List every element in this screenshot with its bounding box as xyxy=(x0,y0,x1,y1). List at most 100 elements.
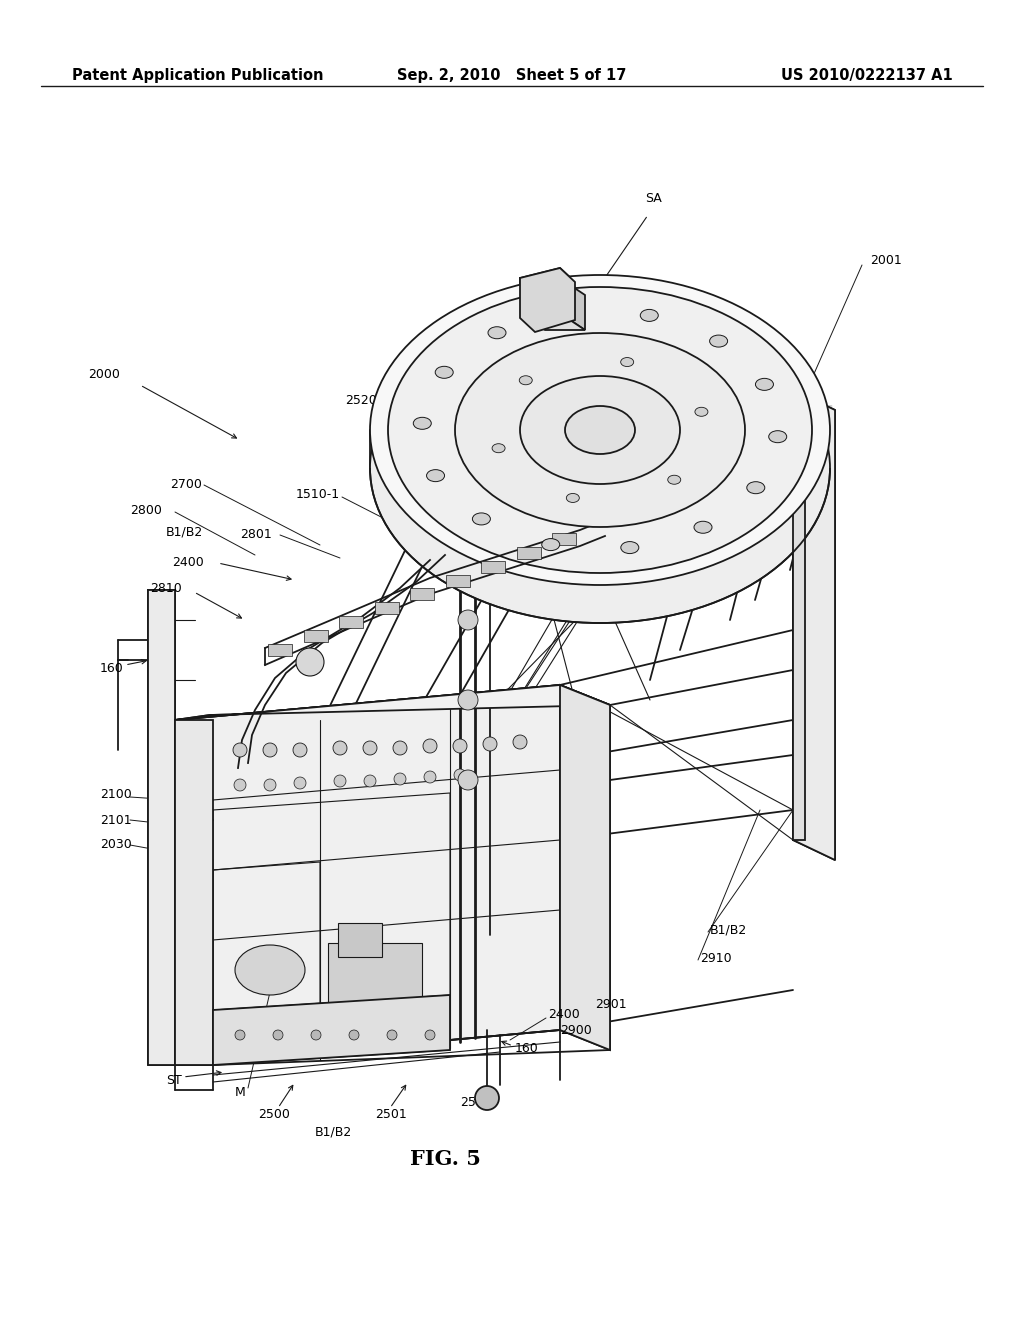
Ellipse shape xyxy=(710,335,728,347)
Circle shape xyxy=(423,739,437,752)
Ellipse shape xyxy=(414,417,431,429)
Text: ST: ST xyxy=(166,1073,182,1086)
Circle shape xyxy=(425,1030,435,1040)
Polygon shape xyxy=(560,685,610,1049)
Polygon shape xyxy=(793,389,835,861)
Text: 2400: 2400 xyxy=(548,1008,580,1022)
Circle shape xyxy=(483,737,497,751)
Polygon shape xyxy=(520,268,575,333)
Circle shape xyxy=(311,1030,321,1040)
Circle shape xyxy=(364,775,376,787)
Text: 2801: 2801 xyxy=(240,528,271,541)
Text: 2100: 2100 xyxy=(100,788,132,801)
FancyBboxPatch shape xyxy=(338,923,382,957)
Text: 1510-1: 1510-1 xyxy=(296,488,340,502)
FancyBboxPatch shape xyxy=(411,589,434,601)
Circle shape xyxy=(264,779,276,791)
Text: 160: 160 xyxy=(100,661,124,675)
Text: 2000: 2000 xyxy=(88,368,120,381)
Circle shape xyxy=(234,779,246,791)
Circle shape xyxy=(458,690,478,710)
Text: 2900: 2900 xyxy=(560,1023,592,1036)
Text: Sep. 2, 2010   Sheet 5 of 17: Sep. 2, 2010 Sheet 5 of 17 xyxy=(397,67,627,83)
Ellipse shape xyxy=(621,541,639,553)
Text: B1/B2: B1/B2 xyxy=(710,924,748,936)
Text: B1/B2: B1/B2 xyxy=(315,1126,352,1138)
Text: 2901: 2901 xyxy=(595,998,627,1011)
FancyBboxPatch shape xyxy=(517,546,541,558)
Ellipse shape xyxy=(621,358,634,367)
Polygon shape xyxy=(530,319,585,330)
Ellipse shape xyxy=(694,521,712,533)
Ellipse shape xyxy=(370,313,830,623)
Polygon shape xyxy=(530,285,570,319)
Ellipse shape xyxy=(756,379,773,391)
Circle shape xyxy=(273,1030,283,1040)
Circle shape xyxy=(362,741,377,755)
Text: US 2010/0222137 A1: US 2010/0222137 A1 xyxy=(780,67,952,83)
Text: 2101: 2101 xyxy=(100,813,132,826)
Ellipse shape xyxy=(435,367,454,379)
FancyBboxPatch shape xyxy=(268,644,292,656)
Polygon shape xyxy=(793,389,805,840)
Circle shape xyxy=(293,743,307,756)
Ellipse shape xyxy=(542,539,560,550)
Circle shape xyxy=(453,739,467,752)
Text: 2400: 2400 xyxy=(172,556,204,569)
Circle shape xyxy=(233,743,247,756)
Circle shape xyxy=(458,610,478,630)
Text: SA: SA xyxy=(645,191,662,205)
Circle shape xyxy=(393,741,407,755)
Ellipse shape xyxy=(566,494,580,503)
Circle shape xyxy=(387,1030,397,1040)
FancyBboxPatch shape xyxy=(303,630,328,642)
Text: B1/B2: B1/B2 xyxy=(166,525,203,539)
FancyBboxPatch shape xyxy=(552,533,577,545)
Text: 2520: 2520 xyxy=(345,393,377,407)
Ellipse shape xyxy=(234,945,305,995)
FancyBboxPatch shape xyxy=(481,561,505,573)
Ellipse shape xyxy=(427,470,444,482)
Text: 2001: 2001 xyxy=(870,253,902,267)
Polygon shape xyxy=(570,285,585,330)
Ellipse shape xyxy=(769,430,786,442)
Polygon shape xyxy=(148,590,175,1065)
Circle shape xyxy=(263,743,278,756)
Circle shape xyxy=(475,1086,499,1110)
Circle shape xyxy=(513,735,527,748)
Text: 2700: 2700 xyxy=(170,479,202,491)
Ellipse shape xyxy=(488,327,506,339)
Text: 2500: 2500 xyxy=(258,1109,290,1122)
Ellipse shape xyxy=(640,309,658,321)
Polygon shape xyxy=(175,685,610,719)
FancyBboxPatch shape xyxy=(375,602,398,614)
Circle shape xyxy=(454,770,466,781)
Ellipse shape xyxy=(561,306,580,318)
Text: M: M xyxy=(234,1086,246,1100)
Ellipse shape xyxy=(520,376,680,484)
Text: 2510: 2510 xyxy=(460,1097,492,1110)
Circle shape xyxy=(349,1030,359,1040)
Circle shape xyxy=(296,648,324,676)
Text: 2810: 2810 xyxy=(150,582,181,594)
Polygon shape xyxy=(213,995,450,1065)
FancyBboxPatch shape xyxy=(328,942,422,1007)
Circle shape xyxy=(394,774,406,785)
Ellipse shape xyxy=(519,376,532,384)
Ellipse shape xyxy=(746,482,765,494)
Circle shape xyxy=(333,741,347,755)
Circle shape xyxy=(294,777,306,789)
Text: 2800: 2800 xyxy=(130,503,162,516)
Ellipse shape xyxy=(668,475,681,484)
Circle shape xyxy=(458,770,478,789)
Circle shape xyxy=(334,775,346,787)
Text: 2030: 2030 xyxy=(100,838,132,851)
Ellipse shape xyxy=(695,408,708,416)
FancyBboxPatch shape xyxy=(445,574,470,586)
Ellipse shape xyxy=(472,513,490,525)
FancyBboxPatch shape xyxy=(339,616,364,628)
Ellipse shape xyxy=(565,407,635,454)
Ellipse shape xyxy=(370,275,830,585)
Circle shape xyxy=(234,1030,245,1040)
Polygon shape xyxy=(175,685,560,1065)
